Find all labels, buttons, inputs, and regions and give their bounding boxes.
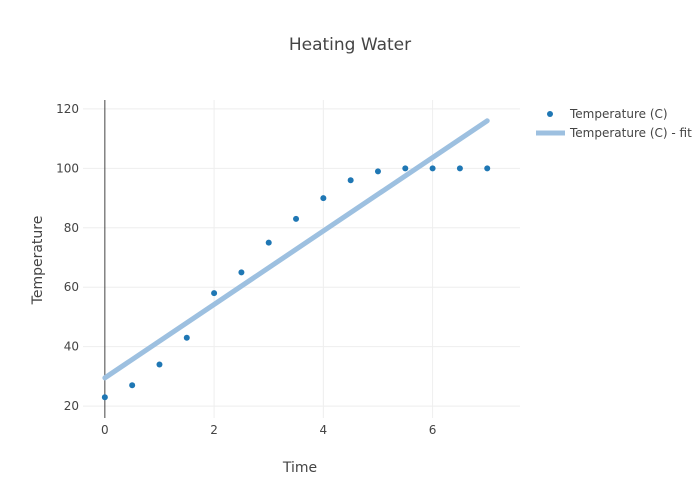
data-point-7 xyxy=(293,215,300,222)
y-axis-title: Temperature xyxy=(30,216,46,306)
data-point-4 xyxy=(211,290,218,297)
data-point-3 xyxy=(183,334,190,341)
legend-item-points[interactable]: Temperature (C) xyxy=(547,107,668,121)
data-point-5 xyxy=(238,269,245,276)
data-point-13 xyxy=(456,165,463,172)
x-tick-label-6: 6 xyxy=(429,423,437,437)
data-point-0 xyxy=(101,394,108,401)
x-tick-label-2: 2 xyxy=(210,423,218,437)
data-point-14 xyxy=(484,165,491,172)
legend-marker-points xyxy=(547,111,553,117)
data-point-2 xyxy=(156,361,163,368)
data-point-10 xyxy=(374,168,381,175)
data-point-1 xyxy=(129,382,136,389)
y-tick-label-120: 120 xyxy=(56,102,79,116)
data-point-11 xyxy=(402,165,409,172)
legend-label-fit: Temperature (C) - fit xyxy=(569,126,692,140)
fit-line xyxy=(102,118,490,381)
x-tick-label-0: 0 xyxy=(101,423,109,437)
legend[interactable]: Temperature (C) Temperature (C) - fit xyxy=(536,107,692,140)
legend-label-points: Temperature (C) xyxy=(569,107,668,121)
data-point-9 xyxy=(347,177,354,184)
y-tick-label-20: 20 xyxy=(64,399,79,413)
data-points-layer xyxy=(101,165,491,401)
legend-item-fit[interactable]: Temperature (C) - fit xyxy=(536,126,692,140)
x-axis-title: Time xyxy=(282,460,317,476)
grid-layer xyxy=(83,100,520,418)
data-point-6 xyxy=(265,239,272,246)
y-tick-label-100: 100 xyxy=(56,161,79,175)
chart-title: Heating Water xyxy=(289,35,411,55)
y-tick-label-80: 80 xyxy=(64,221,79,235)
data-point-8 xyxy=(320,195,327,202)
y-tick-label-40: 40 xyxy=(64,340,79,354)
x-tick-label-4: 4 xyxy=(320,423,328,437)
y-tick-label-60: 60 xyxy=(64,280,79,294)
data-point-12 xyxy=(429,165,436,172)
tick-labels-layer: 20 40 60 80 100 120 0 2 4 6 xyxy=(56,102,436,437)
fit-line-layer xyxy=(102,118,490,381)
